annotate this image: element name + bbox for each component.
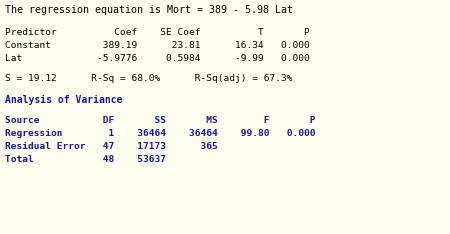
Text: Analysis of Variance: Analysis of Variance bbox=[5, 95, 122, 105]
Text: Residual Error   47    17173      365: Residual Error 47 17173 365 bbox=[5, 142, 218, 151]
Text: Predictor          Coef    SE Coef          T       P: Predictor Coef SE Coef T P bbox=[5, 28, 310, 37]
Text: Constant         389.19      23.81      16.34   0.000: Constant 389.19 23.81 16.34 0.000 bbox=[5, 41, 310, 50]
Text: Total            48    53637: Total 48 53637 bbox=[5, 155, 166, 164]
Text: S = 19.12      R-Sq = 68.0%      R-Sq(adj) = 67.3%: S = 19.12 R-Sq = 68.0% R-Sq(adj) = 67.3% bbox=[5, 74, 292, 83]
Text: Lat             -5.9776     0.5984      -9.99   0.000: Lat -5.9776 0.5984 -9.99 0.000 bbox=[5, 54, 310, 63]
Text: Source           DF       SS       MS        F       P: Source DF SS MS F P bbox=[5, 116, 315, 125]
Text: The regression equation is Mort = 389 - 5.98 Lat: The regression equation is Mort = 389 - … bbox=[5, 5, 293, 15]
Text: Regression        1    36464    36464    99.80   0.000: Regression 1 36464 36464 99.80 0.000 bbox=[5, 129, 315, 138]
